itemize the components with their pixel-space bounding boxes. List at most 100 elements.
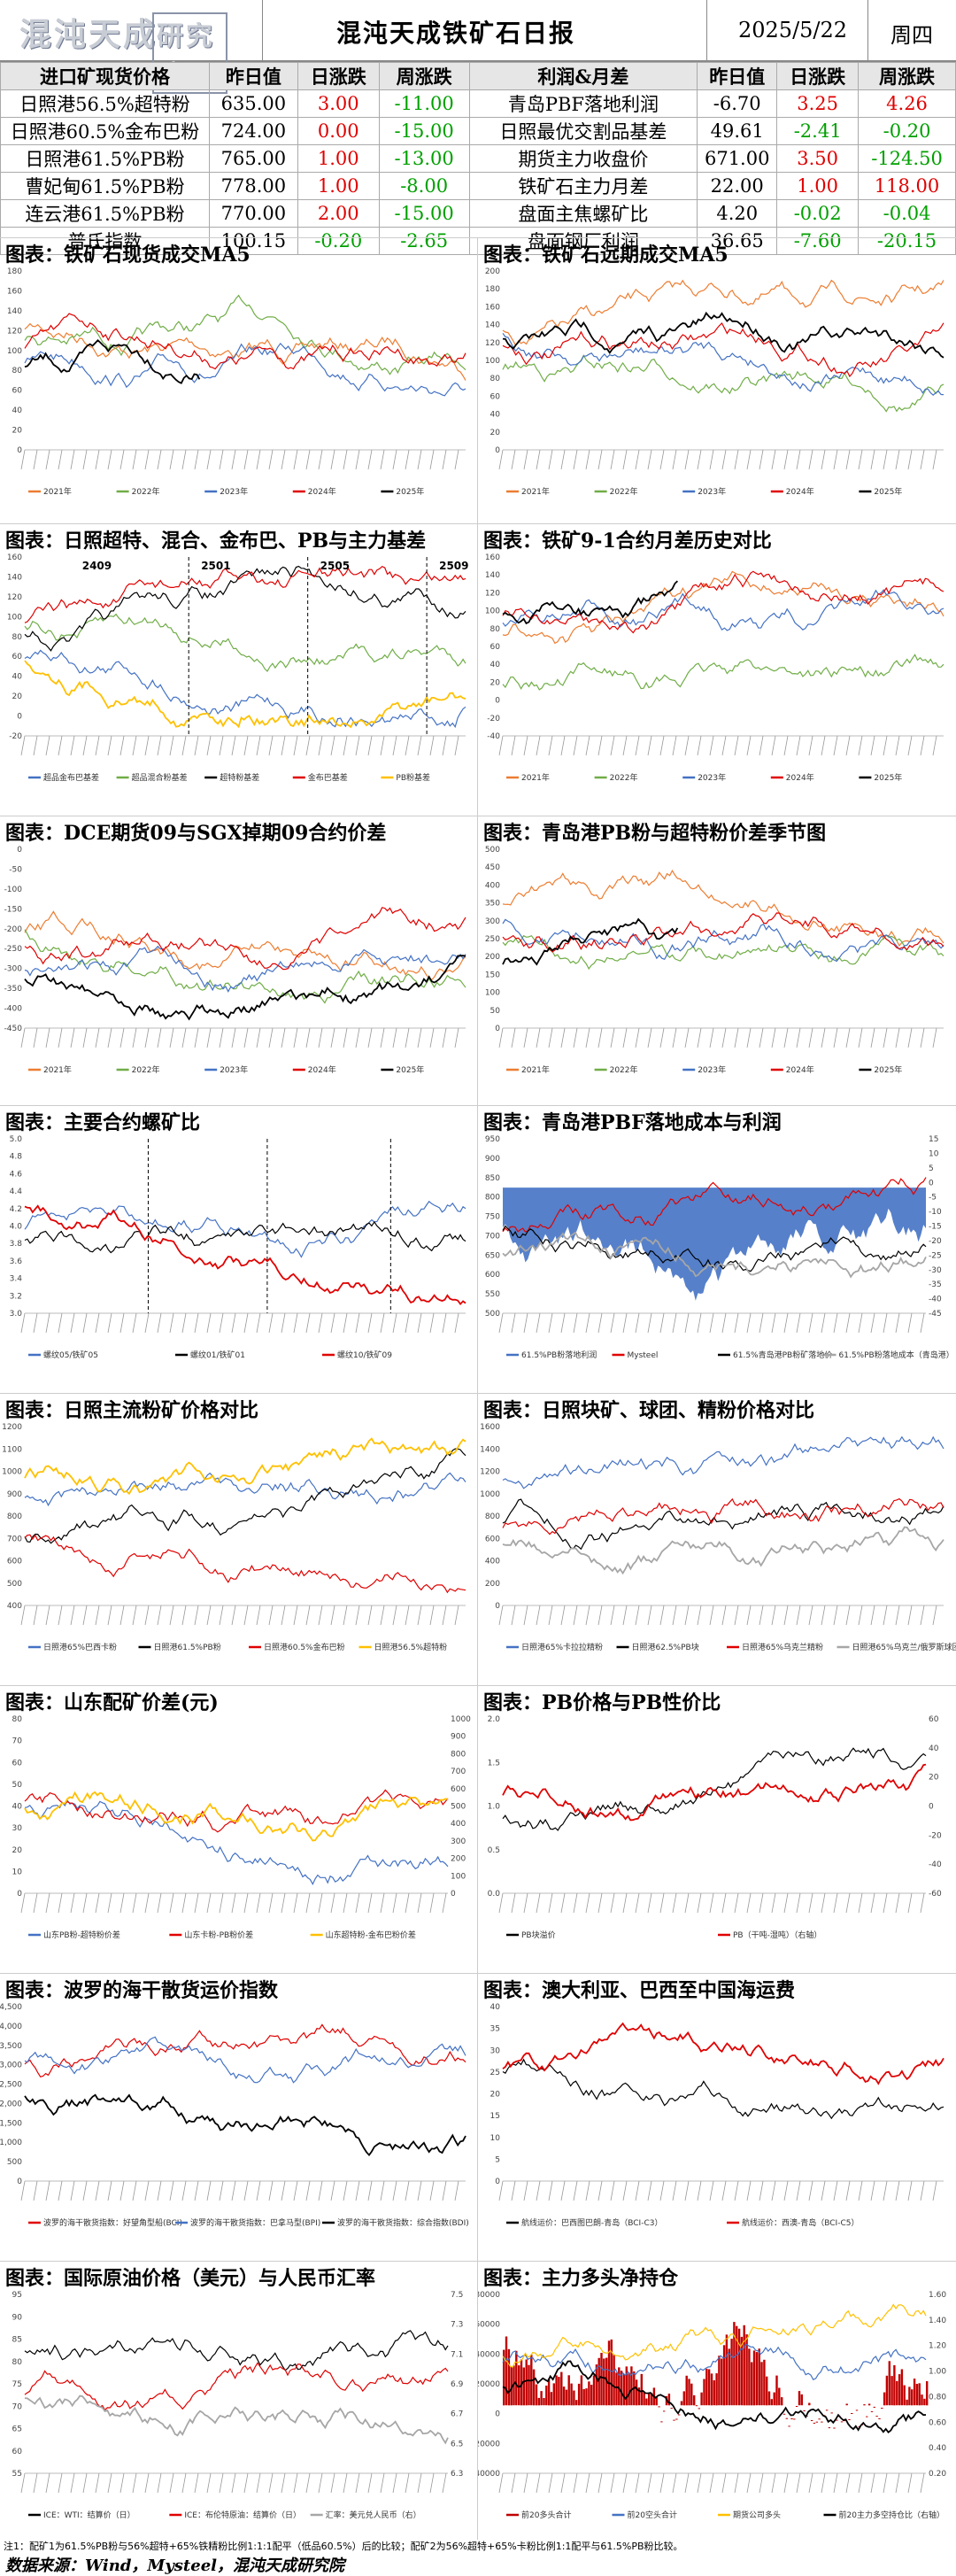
long-position-bar — [811, 2420, 813, 2421]
y-right-tick-label: 600 — [451, 1785, 466, 1794]
y-tick-label: 5.0 — [10, 1135, 23, 1144]
y-tick-label: 0 — [495, 2178, 500, 2186]
long-position-bar — [581, 2375, 582, 2405]
long-position-bar — [585, 2388, 587, 2405]
chart-title: 图表：主力多头净持仓 — [478, 2263, 678, 2286]
series-line — [25, 296, 466, 375]
y-tick-label: 0.0 — [488, 1890, 501, 1899]
report-weekday: 周四 — [890, 18, 933, 49]
y-right-tick-label: -10 — [929, 1208, 942, 1217]
y-tick-label: 140 — [7, 573, 22, 582]
legend-label: 2022年 — [610, 772, 638, 783]
y-tick-label: -450 — [4, 1025, 23, 1033]
y-right-tick-label: 40 — [929, 1744, 939, 1753]
long-position-bar — [543, 2398, 544, 2405]
y-tick-label: -40000 — [478, 2470, 500, 2479]
chart-panel: 图表：主力多头净持仓800006000040000200000-20000-40… — [478, 2263, 956, 2528]
y-right-tick-label: 100 — [451, 1872, 466, 1881]
long-position-bar — [768, 2392, 770, 2406]
series-line — [25, 1202, 466, 1257]
long-position-bar — [774, 2393, 775, 2406]
legend-label: 2024年 — [786, 486, 814, 497]
long-position-bar — [713, 2380, 715, 2405]
long-position-bar — [528, 2365, 529, 2406]
long-position-bar — [798, 2391, 800, 2405]
row-week-change: 118.00 — [859, 173, 956, 200]
long-position-bar — [738, 2329, 740, 2406]
y-right-tick-label: 400 — [451, 1820, 466, 1829]
series-line — [25, 340, 199, 383]
y-tick-label: 80 — [12, 367, 23, 375]
long-position-bar — [763, 2360, 765, 2405]
legend-label: PB粉基差 — [396, 772, 430, 783]
legend-label: PB块溢价 — [521, 1930, 556, 1940]
legend-label: 波罗的海干散货指数：综合指数(BDI) — [337, 2217, 469, 2228]
row-divider — [0, 1105, 956, 1106]
long-position-bar — [846, 2404, 848, 2406]
long-position-bar — [540, 2391, 542, 2405]
chart-title: 图表：主要合约螺矿比 — [0, 1107, 200, 1130]
long-position-bar — [558, 2377, 559, 2405]
long-position-bar — [730, 2339, 732, 2405]
long-position-bar — [881, 2408, 883, 2409]
long-position-bar — [889, 2361, 890, 2405]
report-title: 混沌天成铁矿石日报 — [336, 14, 575, 50]
y-tick-label: 80 — [12, 2358, 23, 2367]
series-line — [503, 323, 944, 376]
y-tick-label: 3,500 — [0, 2042, 22, 2051]
y-tick-label: 3,000 — [0, 2062, 22, 2070]
long-position-bar — [818, 2418, 820, 2419]
y-right-tick-label: -5 — [929, 1194, 937, 1203]
y-tick-label: 900 — [7, 1490, 22, 1499]
header-divider — [867, 0, 868, 62]
long-position-bar — [808, 2403, 810, 2406]
row-day-change: 1.00 — [777, 173, 859, 200]
row-day-change: 3.00 — [297, 90, 379, 118]
y-tick-label: -350 — [4, 985, 23, 994]
long-position-bar — [533, 2370, 535, 2406]
y-tick-label: 4.6 — [10, 1170, 23, 1179]
row-day-change: -0.02 — [777, 200, 859, 228]
series-line — [503, 2305, 926, 2368]
long-position-bar — [783, 2414, 785, 2415]
y-tick-label: 1,000 — [0, 2139, 22, 2147]
long-position-bar — [778, 2388, 780, 2406]
long-position-bar — [829, 2427, 830, 2428]
series-line — [503, 1765, 926, 1821]
legend-label: 2023年 — [698, 486, 726, 497]
long-position-bar — [896, 2381, 898, 2405]
y-tick-label: 75 — [12, 2380, 22, 2389]
long-position-bar — [551, 2392, 552, 2405]
y-tick-label: -200 — [4, 925, 23, 934]
long-position-bar — [536, 2385, 537, 2406]
long-position-bar — [705, 2369, 707, 2405]
y-tick-label: 20 — [490, 2091, 501, 2100]
long-position-bar — [515, 2351, 517, 2405]
row-value: 770.00 — [209, 200, 297, 228]
y-right-tick-label: 200 — [451, 1855, 466, 1864]
legend-label: 2021年 — [43, 486, 72, 497]
chart-plot: 16001400120010008006004002000日照港65%卡拉拉精粉… — [478, 1420, 956, 1659]
legend-label: 前20多头合计 — [521, 2510, 571, 2520]
y-right-tick-label: 0 — [451, 1890, 456, 1899]
header-divider — [706, 0, 707, 62]
y-tick-label: 20 — [490, 678, 501, 687]
long-position-bar — [816, 2422, 818, 2423]
y-tick-label: 80 — [490, 625, 501, 634]
chart-plot: 120011001000900800700600500400日照港65%巴西卡粉… — [0, 1420, 478, 1659]
legend-label: 2025年 — [396, 486, 424, 497]
long-position-bar — [675, 2419, 677, 2420]
row-day-change: -2.41 — [777, 118, 859, 145]
contract-annotation: 2501 — [201, 560, 230, 572]
y-tick-label: 300 — [485, 917, 500, 926]
chart-plot: 4,5004,0003,5003,0002,5002,0001,5001,000… — [0, 2000, 478, 2234]
row-divider — [0, 523, 956, 524]
